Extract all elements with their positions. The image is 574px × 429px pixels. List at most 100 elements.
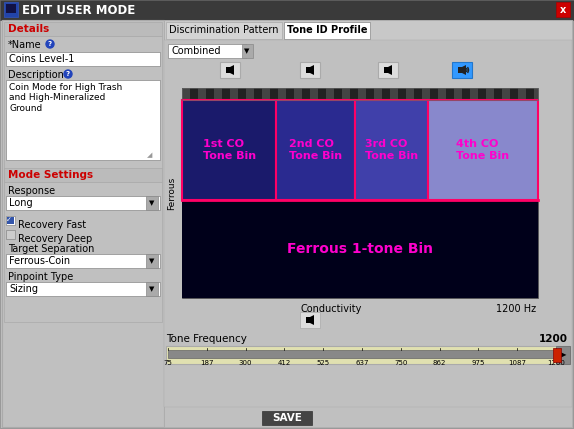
Bar (182, 100, 276, 200)
Bar (164, 20, 572, 427)
Text: Ferrous-Coin: Ferrous-Coin (9, 256, 70, 266)
Text: ?: ? (48, 41, 52, 47)
Polygon shape (306, 317, 310, 323)
Bar (206, 88, 214, 100)
Bar (502, 88, 510, 100)
Polygon shape (310, 65, 314, 75)
Bar (462, 88, 470, 100)
Text: 300: 300 (239, 360, 253, 366)
Text: ▶: ▶ (560, 350, 566, 360)
Text: EDIT USER MODE: EDIT USER MODE (22, 3, 135, 16)
Bar (428, 100, 538, 200)
Bar (553, 348, 561, 362)
Text: Recovery Deep: Recovery Deep (18, 234, 92, 244)
Bar (4, 2, 18, 17)
Bar (6, 80, 160, 160)
Bar (198, 88, 206, 100)
Text: Target Separation: Target Separation (8, 244, 94, 254)
Bar (146, 282, 158, 296)
Bar (414, 88, 422, 100)
Bar (526, 88, 534, 100)
Text: Conductivity: Conductivity (301, 304, 362, 314)
Text: 4th CO
Tone Bin: 4th CO Tone Bin (456, 139, 509, 161)
Text: 187: 187 (200, 360, 214, 366)
Text: 750: 750 (394, 360, 408, 366)
Bar (7, 217, 14, 224)
Polygon shape (230, 65, 234, 75)
Text: 975: 975 (472, 360, 485, 366)
Polygon shape (384, 67, 388, 73)
Bar (168, 350, 556, 358)
Bar (6, 230, 15, 239)
Bar (4, 182, 162, 322)
Bar (190, 88, 198, 100)
Bar (6, 4, 16, 13)
Bar (4, 22, 162, 36)
Circle shape (46, 40, 54, 48)
Bar (254, 88, 262, 100)
Bar (6, 254, 160, 268)
Text: ▼: ▼ (149, 258, 154, 264)
Text: 412: 412 (278, 360, 291, 366)
Text: 525: 525 (317, 360, 329, 366)
Text: 1200 Hz: 1200 Hz (496, 304, 536, 314)
Bar (166, 346, 570, 364)
Bar (294, 88, 302, 100)
Text: Pinpoint Type: Pinpoint Type (8, 272, 73, 282)
Polygon shape (310, 315, 314, 325)
Bar (284, 22, 370, 39)
Text: Sizing: Sizing (9, 284, 38, 294)
Bar (246, 88, 254, 100)
Bar (510, 88, 518, 100)
Bar (262, 411, 312, 425)
Bar (168, 44, 246, 58)
Bar (454, 88, 462, 100)
Bar (310, 88, 318, 100)
Bar (6, 216, 15, 225)
Bar (230, 88, 238, 100)
Bar (398, 88, 406, 100)
Text: Details: Details (8, 24, 49, 34)
Bar (390, 88, 398, 100)
Bar (238, 88, 246, 100)
Bar (2, 20, 164, 427)
Bar (556, 2, 570, 17)
Bar (146, 254, 158, 268)
Bar (446, 88, 454, 100)
Bar (6, 196, 160, 210)
Bar (494, 88, 502, 100)
Text: ▼: ▼ (245, 48, 250, 54)
Bar (166, 22, 282, 39)
Text: Tone ID Profile: Tone ID Profile (287, 25, 367, 35)
Text: x: x (560, 5, 566, 15)
Bar (164, 40, 572, 407)
Bar (478, 88, 486, 100)
Bar (4, 36, 162, 198)
Text: Discrimination Pattern: Discrimination Pattern (169, 25, 279, 35)
Text: Mode Settings: Mode Settings (8, 170, 93, 180)
Text: 1200: 1200 (539, 334, 568, 344)
Text: 1st CO
Tone Bin: 1st CO Tone Bin (203, 139, 256, 161)
Text: 1087: 1087 (508, 360, 526, 366)
Bar (300, 312, 320, 328)
Polygon shape (388, 65, 392, 75)
Text: ▼: ▼ (149, 200, 154, 206)
Bar (182, 200, 538, 298)
Bar (486, 88, 494, 100)
Bar (438, 88, 446, 100)
Text: Description: Description (8, 70, 64, 80)
Bar (326, 88, 334, 100)
Bar (182, 88, 190, 100)
Bar (276, 100, 355, 200)
Text: Coin Mode for High Trash
and High-Mineralized
Ground: Coin Mode for High Trash and High-Minera… (9, 83, 122, 113)
Text: Combined: Combined (172, 46, 222, 56)
Bar (318, 88, 326, 100)
Bar (146, 196, 158, 210)
Bar (214, 88, 222, 100)
Bar (518, 88, 526, 100)
Bar (300, 62, 320, 78)
Bar (422, 88, 430, 100)
Bar (366, 88, 374, 100)
Bar (220, 62, 240, 78)
Text: Long: Long (9, 198, 33, 208)
